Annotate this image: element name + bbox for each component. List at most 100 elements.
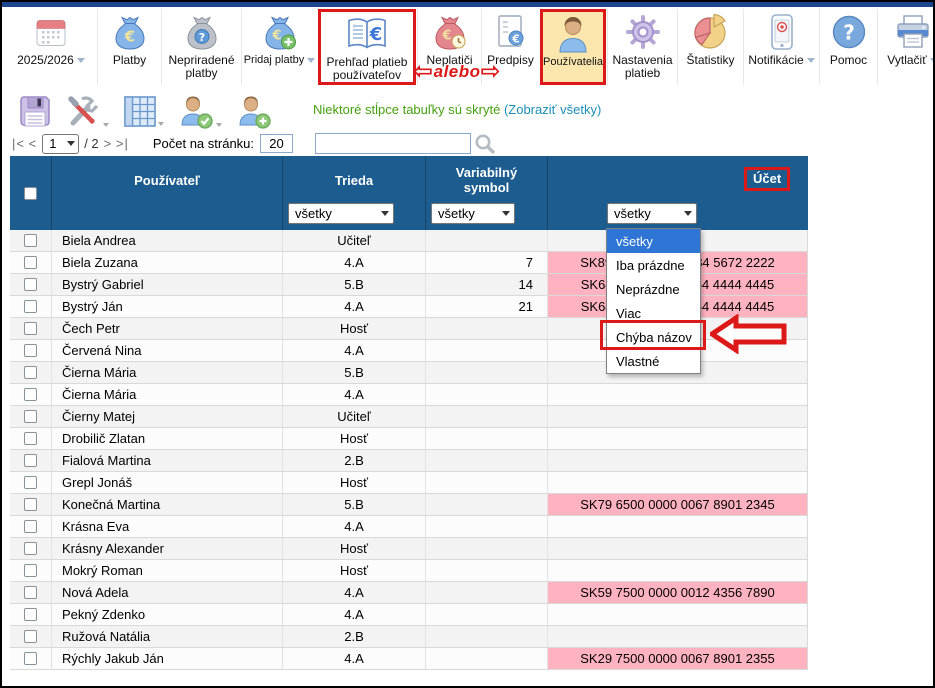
row-checkbox[interactable]: [24, 498, 37, 511]
row-checkbox[interactable]: [24, 608, 37, 621]
page-select[interactable]: 1: [42, 134, 79, 154]
chevron-down-icon: [381, 211, 389, 216]
row-checkbox[interactable]: [24, 630, 37, 643]
row-checkbox[interactable]: [24, 564, 37, 577]
row-checkbox-cell: [10, 560, 52, 582]
row-checkbox[interactable]: [24, 234, 37, 247]
toolbar-item-label: Vytlačiť: [887, 53, 926, 67]
ucet-cell: [548, 450, 808, 472]
row-checkbox[interactable]: [24, 388, 37, 401]
show-all-columns-link[interactable]: (Zobraziť všetky): [504, 102, 601, 117]
first-page-button[interactable]: |<: [12, 136, 25, 151]
toolbar-item-nastavenia-platieb[interactable]: Nastavenia platieb: [607, 9, 677, 85]
row-checkbox[interactable]: [24, 454, 37, 467]
dropdown-option-nepr-zdne[interactable]: Neprázdne: [607, 277, 700, 301]
svg-text:€: €: [441, 28, 451, 43]
row-checkbox[interactable]: [24, 278, 37, 291]
svg-text:?: ?: [843, 21, 855, 45]
table-header: Používateľ Trieda všetky Variabilný symb…: [10, 156, 808, 230]
prev-page-button[interactable]: <: [29, 136, 38, 151]
toolbar-item-pouzivatelia[interactable]: Používatelia: [540, 9, 606, 85]
ucet-cell: SK59 7500 0000 0012 4356 7890: [548, 582, 808, 604]
user-name-cell: Konečná Martina: [52, 494, 283, 516]
row-checkbox[interactable]: [24, 410, 37, 423]
trieda-cell: Hosť: [283, 560, 426, 582]
toolbar-item-prehlad-platieb[interactable]: € Prehľad platieb používateľov: [318, 9, 416, 85]
table-row: Konečná Martina5.BSK79 6500 0000 0067 89…: [10, 494, 808, 516]
dropdown-option-vlastn-[interactable]: Vlastné: [607, 349, 700, 373]
svg-text:€: €: [271, 28, 281, 43]
row-checkbox[interactable]: [24, 300, 37, 313]
columns-button[interactable]: [123, 95, 164, 128]
column-header-variabilny-symbol: Variabilný symbol všetky: [426, 156, 548, 230]
toolbar-item-pomoc[interactable]: ? Pomoc: [819, 9, 877, 85]
last-page-button[interactable]: >|: [116, 136, 129, 151]
row-checkbox[interactable]: [24, 432, 37, 445]
row-checkbox-cell: [10, 252, 52, 274]
tools-icon: [66, 94, 102, 129]
chevron-down-icon: [684, 211, 692, 216]
ucet-filter-select[interactable]: všetky: [607, 203, 697, 224]
row-checkbox[interactable]: [24, 542, 37, 555]
trieda-cell: 5.B: [283, 494, 426, 516]
column-header-trieda: Trieda všetky: [283, 156, 426, 230]
svg-text:?: ?: [198, 31, 204, 44]
next-page-button[interactable]: >: [104, 136, 113, 151]
row-checkbox[interactable]: [24, 366, 37, 379]
variabilny-symbol-cell: [426, 648, 548, 670]
user-status-button[interactable]: [178, 94, 222, 129]
trieda-filter-select[interactable]: všetky: [288, 203, 394, 224]
save-button[interactable]: [18, 94, 52, 128]
toolbar-item-notifikacie[interactable]: Notifikácie: [743, 9, 819, 85]
trieda-cell: 2.B: [283, 626, 426, 648]
select-all-checkbox[interactable]: [24, 187, 37, 200]
toolbar-item-pridaj-platby[interactable]: € Pridaj platby: [241, 9, 317, 85]
trieda-cell: 5.B: [283, 362, 426, 384]
user-name-cell: Grepl Jonáš: [52, 472, 283, 494]
row-checkbox[interactable]: [24, 520, 37, 533]
variabilny-symbol-cell: [426, 472, 548, 494]
trieda-cell: Hosť: [283, 472, 426, 494]
user-name-cell: Bystrý Ján: [52, 296, 283, 318]
per-page-label: Počet na stránku:: [153, 136, 254, 151]
row-checkbox[interactable]: [24, 476, 37, 489]
toolbar-item-statistiky[interactable]: Štatistiky: [677, 9, 743, 85]
row-checkbox[interactable]: [24, 344, 37, 357]
dropdown-option-viac[interactable]: Viac: [607, 301, 700, 325]
search-input[interactable]: [315, 133, 471, 154]
table-row: Pekný Zdenko4.A: [10, 604, 808, 626]
chevron-down-icon: [502, 211, 510, 216]
row-checkbox-cell: [10, 472, 52, 494]
user-name-cell: Krásny Alexander: [52, 538, 283, 560]
row-checkbox[interactable]: [24, 652, 37, 665]
toolbar-item-vytlacit[interactable]: Vytlačiť: [877, 9, 935, 85]
user-name-cell: Pekný Zdenko: [52, 604, 283, 626]
settings-tools-button[interactable]: [66, 94, 109, 129]
row-checkbox[interactable]: [24, 586, 37, 599]
variabilny-symbol-cell: [426, 362, 548, 384]
ucet-cell: [548, 516, 808, 538]
per-page-input[interactable]: [260, 134, 293, 153]
toolbar-item-platby[interactable]: € Platby: [97, 9, 161, 85]
toolbar-item-nepriradene-platby[interactable]: ? Nepriradené platby: [161, 9, 241, 85]
row-checkbox[interactable]: [24, 322, 37, 335]
variabilny-symbol-cell: [426, 538, 548, 560]
row-checkbox[interactable]: [24, 256, 37, 269]
dropdown-option-iba-pr-zdne[interactable]: Iba prázdne: [607, 253, 700, 277]
dropdown-option-v-etky[interactable]: všetky: [607, 229, 700, 253]
table-row: Ružová Natália2.B: [10, 626, 808, 648]
search-button[interactable]: [474, 133, 496, 155]
user-name-cell: Krásna Eva: [52, 516, 283, 538]
table-row: Čierna Mária4.A: [10, 384, 808, 406]
row-checkbox-cell: [10, 604, 52, 626]
variabilny-symbol-filter-select[interactable]: všetky: [431, 203, 515, 224]
user-name-cell: Čierna Mária: [52, 384, 283, 406]
add-user-button[interactable]: [236, 94, 273, 129]
row-checkbox-cell: [10, 626, 52, 648]
variabilny-symbol-cell: 21: [426, 296, 548, 318]
dropdown-option-ch-ba-n-zov[interactable]: Chýba názov: [607, 325, 700, 349]
ucet-cell: [548, 560, 808, 582]
toolbar-item-school-year[interactable]: 2025/2026: [5, 9, 97, 85]
pager-bar: |< < 1 / 2 > >| Počet na stránku:: [12, 132, 496, 155]
floppy-disk-icon: [18, 94, 52, 128]
